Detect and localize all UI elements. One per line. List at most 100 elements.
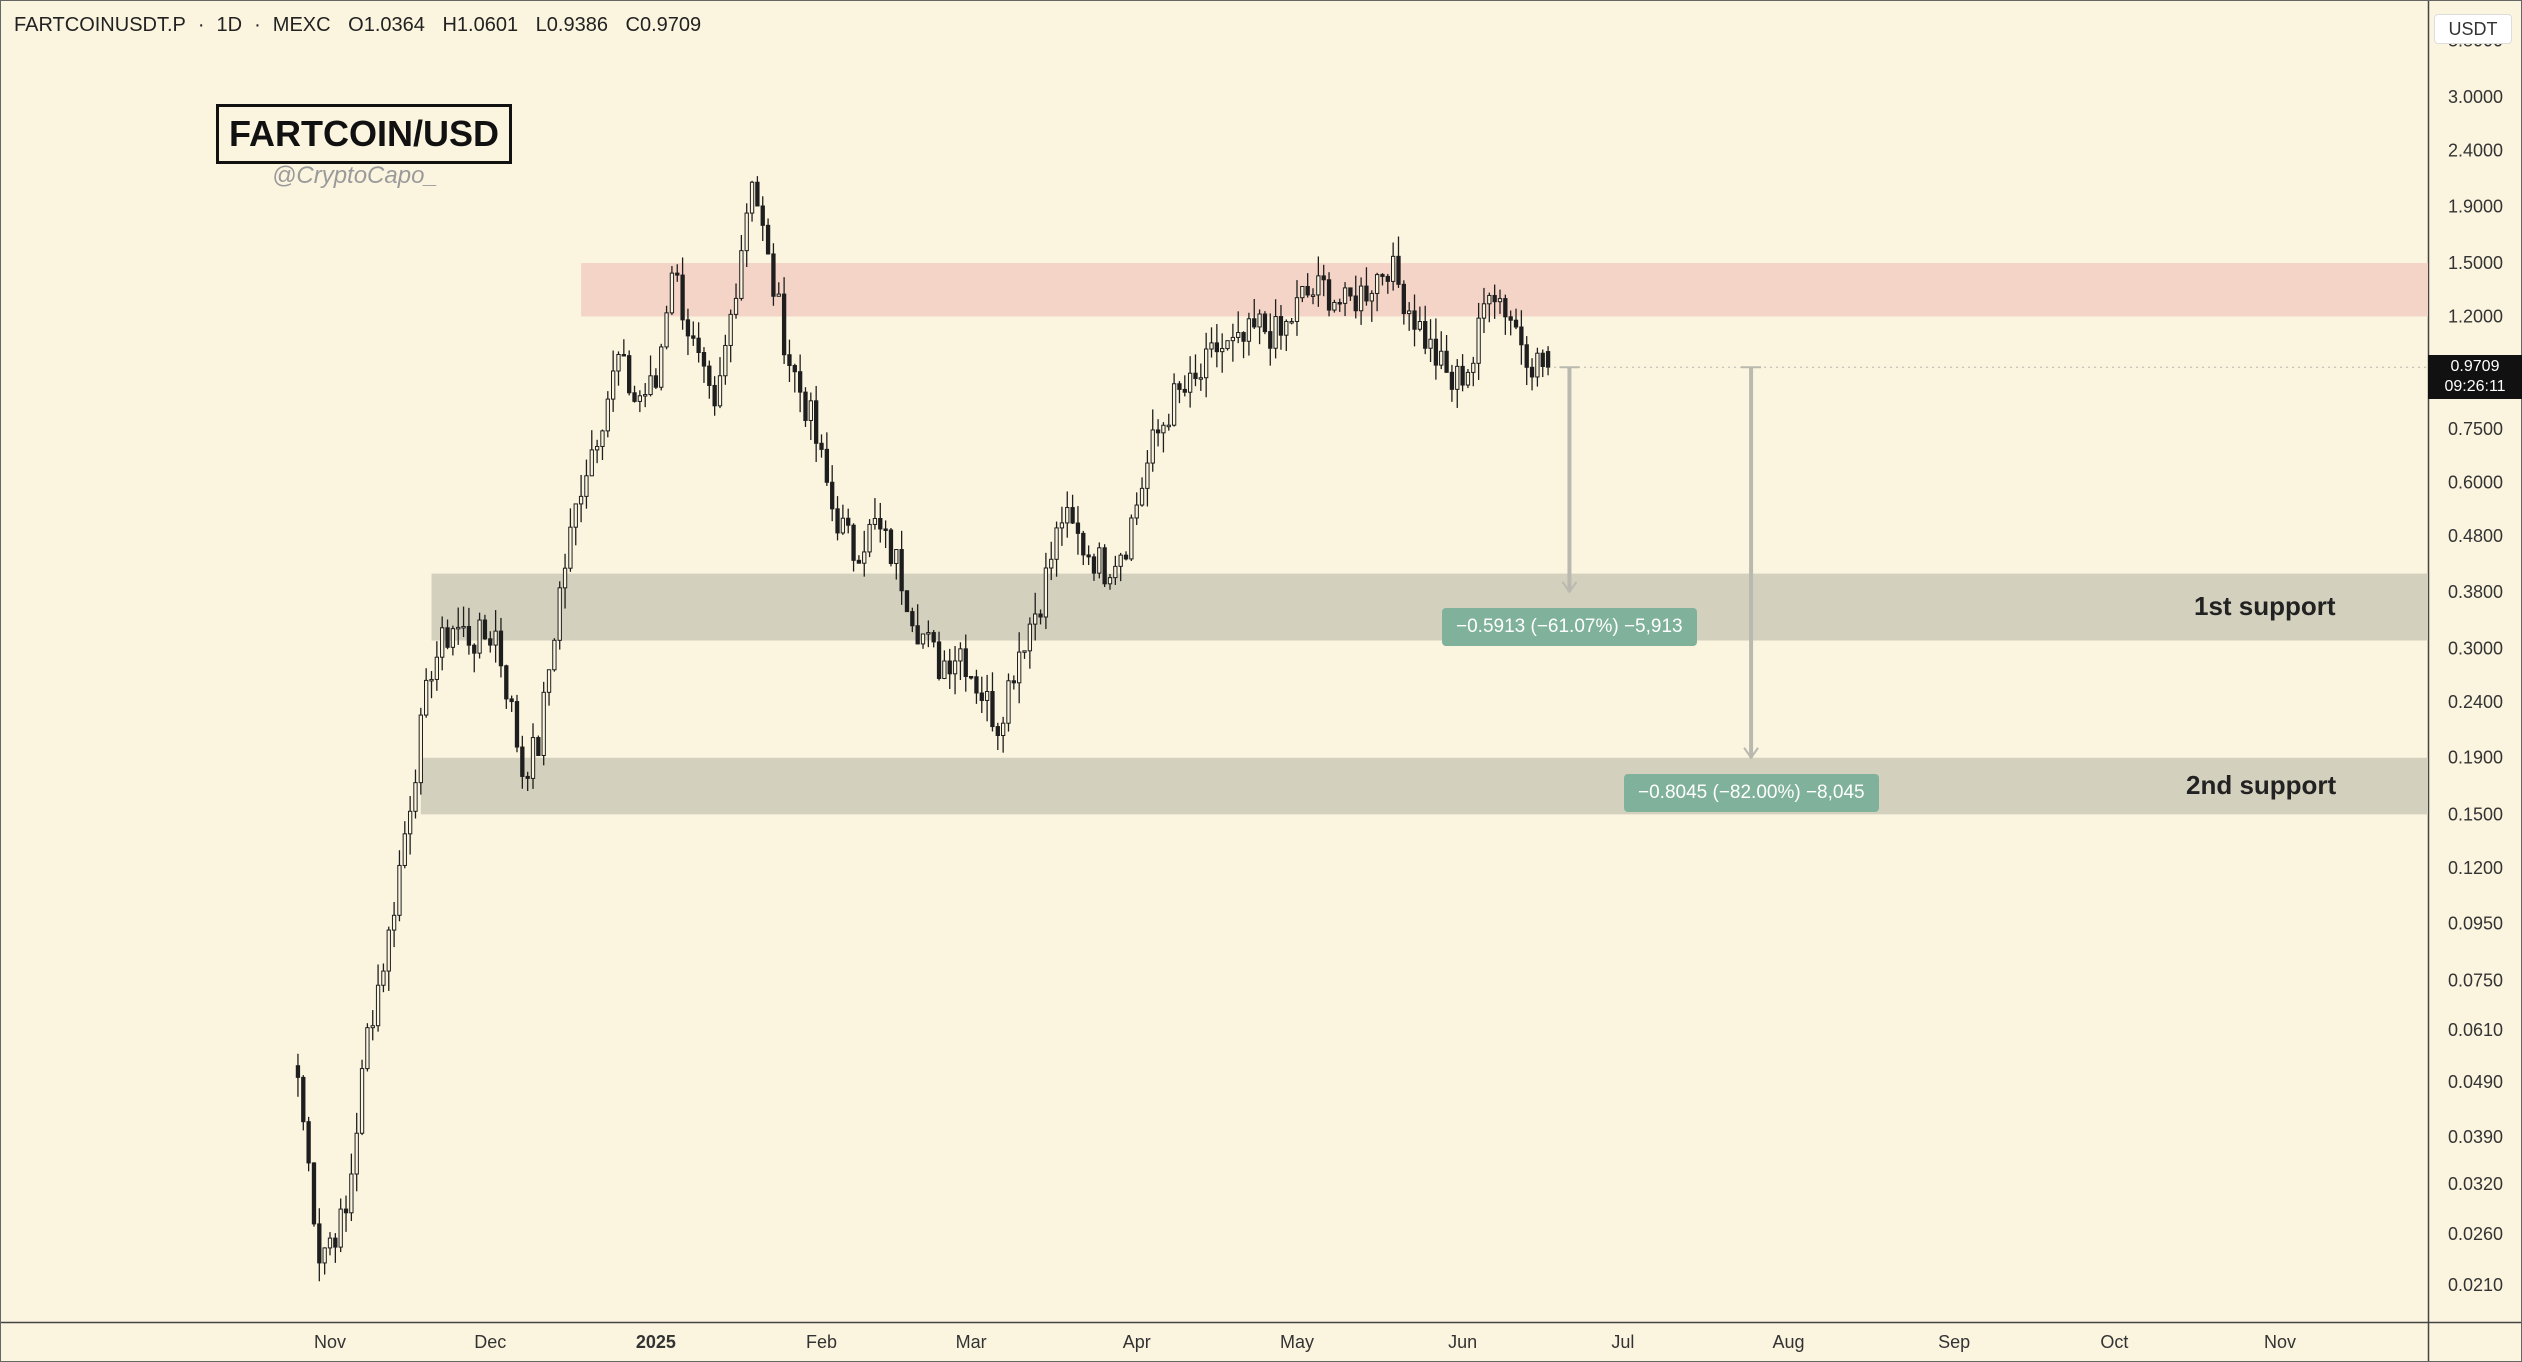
candle xyxy=(749,181,755,214)
time-tick-label: Mar xyxy=(956,1332,987,1352)
candle xyxy=(781,293,787,356)
candle xyxy=(1417,321,1423,330)
candle xyxy=(525,775,530,779)
candle xyxy=(1401,283,1406,315)
candle xyxy=(995,726,1000,736)
brand-title: FARTCOIN/USD xyxy=(216,104,512,164)
candle xyxy=(1027,623,1033,652)
price-tick-label: 1.9000 xyxy=(2448,196,2503,216)
candle xyxy=(1236,332,1241,338)
candle xyxy=(1540,352,1545,367)
candle xyxy=(1187,372,1193,393)
time-tick-label: Nov xyxy=(2264,1332,2296,1352)
exchange: MEXC xyxy=(272,14,331,36)
candle xyxy=(1086,554,1091,558)
candle xyxy=(1118,554,1123,567)
price-tick-label: 1.5000 xyxy=(2448,253,2503,273)
candle xyxy=(616,353,621,372)
candle xyxy=(1284,320,1289,336)
candle xyxy=(1289,320,1294,324)
candle xyxy=(824,448,830,483)
candle xyxy=(733,297,739,315)
candle xyxy=(594,445,600,451)
candle xyxy=(797,371,803,393)
candle xyxy=(1091,556,1097,574)
candle xyxy=(760,205,765,226)
symbol-header: FARTCOINUSDT.P · 1D · MEXC O1.0364 H1.0601 L… xyxy=(14,14,702,36)
candle xyxy=(333,1237,338,1248)
candle xyxy=(819,442,824,450)
candle xyxy=(1204,348,1209,379)
candle xyxy=(1081,532,1086,556)
candle xyxy=(1038,613,1043,618)
candle xyxy=(669,272,675,314)
candle xyxy=(1513,319,1519,328)
price-tick-label: 0.3800 xyxy=(2448,582,2503,602)
candle xyxy=(1433,338,1439,366)
currency-unit-button[interactable]: USDT xyxy=(2434,14,2512,44)
candle xyxy=(402,833,407,866)
candle xyxy=(1257,313,1262,328)
candle xyxy=(1444,350,1449,373)
candle xyxy=(872,518,878,525)
candle xyxy=(1177,383,1182,390)
measure-label-1[interactable]: −0.5913 (−61.07%) −5,913 xyxy=(1442,608,1697,646)
candle xyxy=(600,430,605,447)
candle xyxy=(936,641,942,679)
candle xyxy=(434,656,440,680)
candle xyxy=(354,1132,359,1175)
price-tick-label: 0.0260 xyxy=(2448,1224,2503,1244)
time-tick-label: May xyxy=(1280,1332,1314,1352)
candle xyxy=(1449,371,1455,390)
symbol-name[interactable]: FARTCOINUSDT.P xyxy=(14,14,186,36)
candle xyxy=(375,984,381,1027)
candle xyxy=(765,224,771,255)
candle xyxy=(1455,365,1460,390)
candle xyxy=(578,495,584,505)
candle xyxy=(1123,554,1129,560)
candle xyxy=(1273,316,1278,349)
candle xyxy=(1316,275,1321,296)
candle xyxy=(504,665,509,700)
candle xyxy=(1497,298,1503,303)
measure-label-2[interactable]: −0.8045 (−82.00%) −8,045 xyxy=(1624,774,1879,812)
candle xyxy=(456,626,461,630)
candle xyxy=(691,335,696,339)
candle xyxy=(1374,274,1380,294)
candle xyxy=(381,970,386,986)
candle xyxy=(627,355,632,394)
candle xyxy=(317,1223,322,1264)
candle xyxy=(621,353,626,357)
candle xyxy=(349,1173,354,1214)
candle xyxy=(707,365,712,386)
candle xyxy=(1508,316,1513,321)
candle xyxy=(1519,326,1524,346)
candle xyxy=(1503,298,1508,318)
candle xyxy=(963,648,968,678)
candle xyxy=(1107,577,1113,585)
candle xyxy=(1182,388,1187,393)
candle xyxy=(808,400,813,421)
ohlc-high: H1.0601 xyxy=(442,14,519,36)
candle xyxy=(931,632,936,643)
candle xyxy=(1439,350,1444,366)
candle xyxy=(1380,274,1385,277)
interval[interactable]: 1D xyxy=(216,14,243,36)
candle xyxy=(1070,507,1075,524)
candle xyxy=(498,630,504,667)
candle xyxy=(830,481,835,510)
candle xyxy=(1465,371,1471,386)
candle xyxy=(1166,424,1171,428)
time-tick-label: Apr xyxy=(1123,1332,1151,1352)
candle xyxy=(295,1065,301,1078)
candle xyxy=(1134,504,1139,519)
candle xyxy=(1241,332,1246,342)
candle xyxy=(1065,507,1070,524)
candle xyxy=(413,782,418,812)
price-tick-label: 0.0950 xyxy=(2448,914,2503,934)
time-tick-label: Aug xyxy=(1772,1332,1804,1352)
candle xyxy=(894,549,899,565)
candle xyxy=(787,354,792,366)
last-price-marker: 0.9709 09:26:11 xyxy=(2428,355,2522,399)
